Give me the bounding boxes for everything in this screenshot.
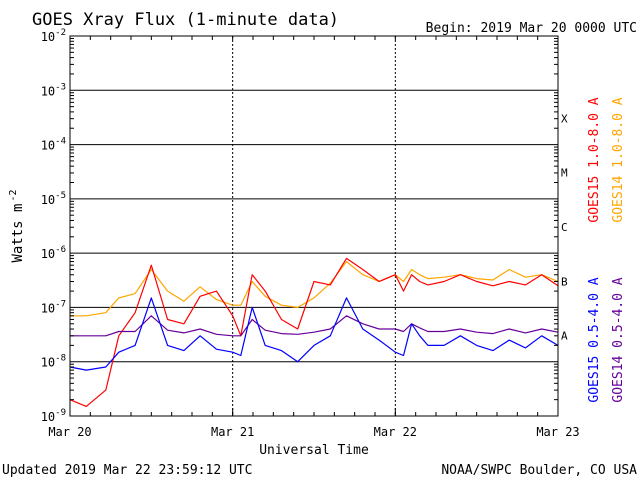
flare-class-label: C [561,221,568,234]
x-tick-label: Mar 22 [374,425,417,439]
y-tick-exponent: -3 [55,82,66,92]
series-lines [69,257,559,407]
flare-class-label: M [561,167,568,180]
y-tick-label: 10-3 [41,82,66,98]
y-tick-base: 10 [41,30,55,44]
y-tick-exponent: -6 [55,245,66,255]
legend-entry: GOES15 1.0-8.0 A [587,97,602,222]
y-tick-label: 10-6 [41,245,66,261]
begin-date-label: Begin: 2019 Mar 20 0000 UTC [426,21,637,36]
y-tick-exponent: -2 [55,28,66,38]
y-tick-label: 10-9 [41,408,66,424]
legend-entry: GOES14 0.5-4.0 A [611,277,626,402]
chart-title: GOES Xray Flux (1-minute data) [32,10,339,30]
y-tick-base: 10 [41,356,55,370]
series-line [70,261,559,317]
legend-entry: GOES14 1.0-8.0 A [611,97,626,222]
x-tick-label: Mar 23 [536,425,579,439]
y-tick-base: 10 [41,247,55,261]
y-tick-label: 10-8 [41,354,66,370]
x-tick-label: Mar 21 [211,425,254,439]
y-axis-label-text: Watts m [10,204,26,263]
y-axis-label-exponent: -2 [8,189,19,201]
y-tick-label: 10-5 [41,191,66,207]
x-tick-label: Mar 20 [48,425,91,439]
y-tick-base: 10 [41,301,55,315]
y-tick-label: 10-4 [41,137,66,153]
flare-class-label: X [561,112,568,125]
y-tick-exponent: -5 [55,191,66,201]
updated-timestamp: Updated 2019 Mar 22 23:59:12 UTC [2,463,252,478]
y-tick-exponent: -8 [55,354,66,364]
y-tick-exponent: -4 [55,137,66,147]
flare-class-labels: A B C M X [561,112,568,342]
y-tick-label: 10-2 [41,28,66,44]
legend-entry: GOES15 0.5-4.0 A [587,277,602,402]
x-axis-label: Universal Time [259,443,369,458]
flare-class-label: B [561,275,568,288]
y-tick-base: 10 [41,84,55,98]
y-tick-base: 10 [41,410,55,424]
y-tick-base: 10 [41,193,55,207]
y-tick-label: 10-7 [41,299,66,315]
y-tick-exponent: -7 [55,299,66,309]
y-axis-ticks: 10-910-810-710-610-510-410-310-2 [41,28,558,424]
series-line [69,257,559,407]
legend: GOES15 1.0-8.0 A GOES14 1.0-8.0 A GOES15 0… [587,97,626,402]
y-tick-base: 10 [41,139,55,153]
y-tick-exponent: -9 [55,408,66,418]
y-axis-label: Watts m -2 [8,189,26,262]
x-axis-ticks: Mar 20 Mar 21 Mar 22 Mar 23 [48,36,580,439]
credit-label: NOAA/SWPC Boulder, CO USA [441,463,637,478]
flare-class-label: A [561,330,568,343]
series-line [69,297,559,371]
